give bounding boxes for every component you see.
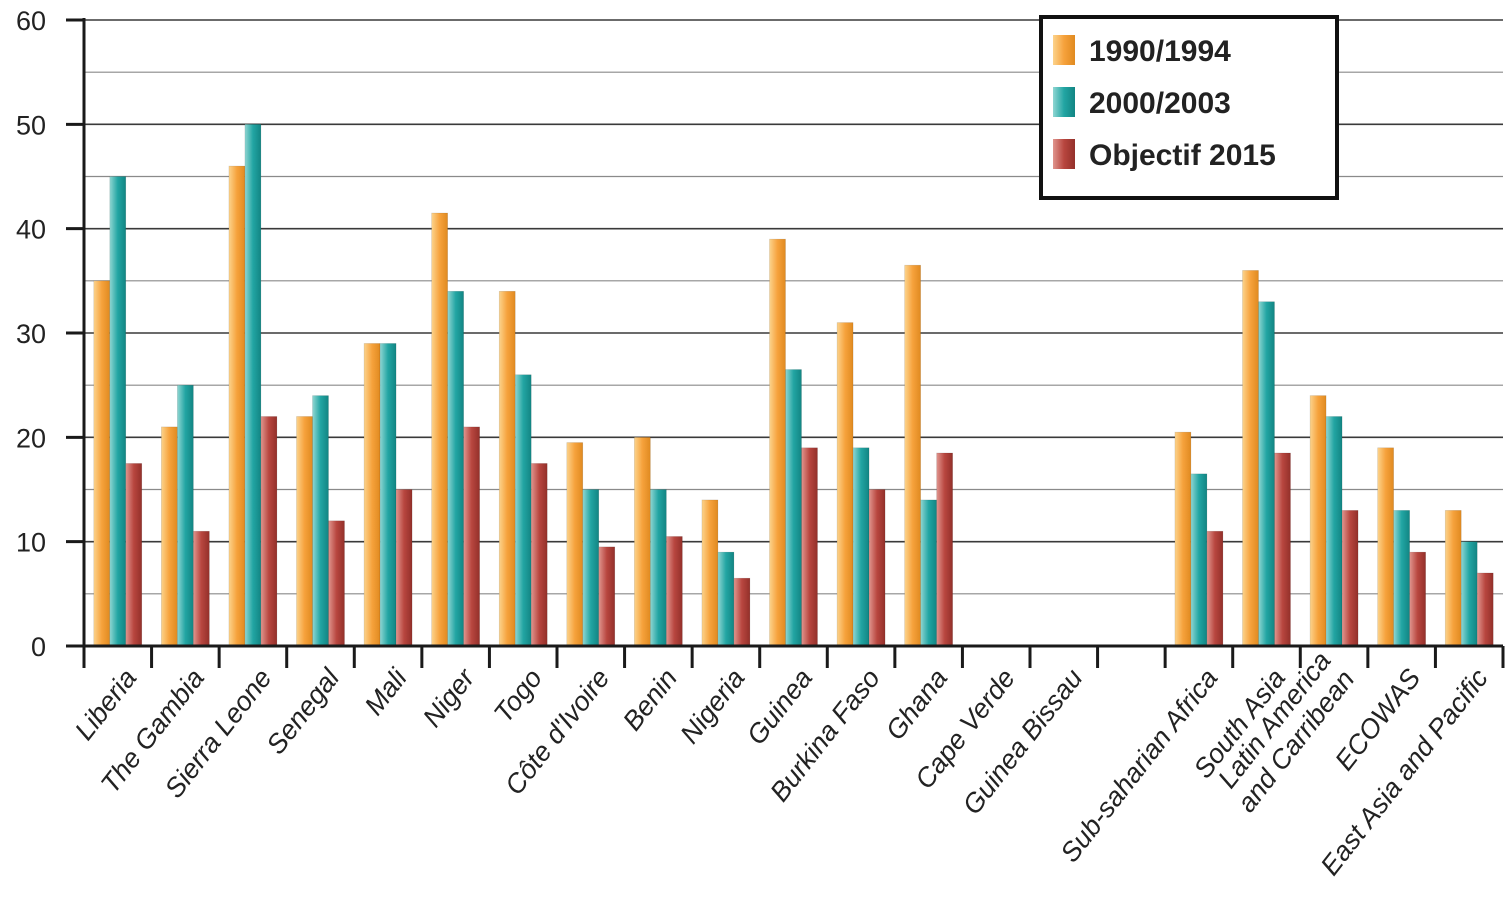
bar-2000-2003-10 xyxy=(785,369,802,647)
bar-1990-1994-4 xyxy=(363,343,381,647)
bar-objectif-2015-10 xyxy=(801,447,818,647)
x-tick-label: Niger xyxy=(417,662,481,732)
bar-1990-1994-19 xyxy=(1377,447,1394,647)
bar-2000-2003-5 xyxy=(447,290,464,647)
x-tick-label: Mali xyxy=(359,662,414,720)
y-tick-label: 20 xyxy=(16,423,46,453)
bar-objectif-2015-16 xyxy=(1206,530,1224,647)
bar-objectif-2015-12 xyxy=(936,452,953,647)
x-tick-label-line: Nigeria xyxy=(674,663,750,749)
x-tick-label-line: Senegal xyxy=(261,662,346,759)
bar-objectif-2015-6 xyxy=(530,463,548,647)
bar-1990-1994-6 xyxy=(498,290,516,647)
legend-swatch xyxy=(1053,87,1075,117)
legend-label: 2000/2003 xyxy=(1089,87,1231,120)
bar-1990-1994-11 xyxy=(836,322,854,647)
bar-2000-2003-1 xyxy=(177,384,194,647)
bar-objectif-2015-3 xyxy=(328,520,345,647)
bar-1990-1994-3 xyxy=(296,416,313,647)
bar-2000-2003-20 xyxy=(1460,541,1478,647)
x-tick-label: Benin xyxy=(617,663,683,736)
bar-objectif-2015-19 xyxy=(1409,551,1426,647)
bar-1990-1994-0 xyxy=(93,280,111,647)
x-tick-label-line: Togo xyxy=(488,663,548,728)
x-tick-label: Guinea Bissau xyxy=(957,663,1089,820)
y-tick-label: 50 xyxy=(16,110,46,140)
legend: 1990/1994 2000/2003 Objectif 2015 xyxy=(1039,15,1339,200)
bar-2000-2003-6 xyxy=(514,374,532,647)
x-tick-label-line: Mali xyxy=(359,662,414,720)
bar-2000-2003-18 xyxy=(1325,416,1343,647)
legend-swatch xyxy=(1053,139,1075,169)
bar-objectif-2015-0 xyxy=(125,463,143,647)
bar-objectif-2015-9 xyxy=(733,577,751,647)
bar-1990-1994-12 xyxy=(904,264,921,647)
y-tick-label: 60 xyxy=(16,6,46,36)
bar-objectif-2015-17 xyxy=(1274,452,1291,647)
legend-label: 1990/1994 xyxy=(1089,35,1231,68)
bar-2000-2003-11 xyxy=(852,447,870,647)
bar-1990-1994-1 xyxy=(161,426,178,647)
bar-objectif-2015-8 xyxy=(666,536,683,647)
x-tick-label-line: Niger xyxy=(417,662,481,732)
bar-objectif-2015-7 xyxy=(598,546,616,647)
bar-2000-2003-3 xyxy=(312,395,329,647)
y-tick-label: 10 xyxy=(16,528,46,558)
bar-1990-1994-17 xyxy=(1242,270,1259,647)
bar-objectif-2015-20 xyxy=(1476,572,1494,647)
y-tick-label: 30 xyxy=(16,319,46,349)
bar-1990-1994-9 xyxy=(701,499,719,647)
legend-swatch xyxy=(1053,35,1075,65)
bar-objectif-2015-2 xyxy=(260,416,278,647)
x-tick-label-line: Guinea Bissau xyxy=(957,663,1089,820)
legend-label: Objectif 2015 xyxy=(1089,139,1276,172)
axes xyxy=(66,18,1505,668)
bar-objectif-2015-1 xyxy=(193,530,210,647)
y-tick-label: 0 xyxy=(31,632,46,662)
y-tick-labels: 0 10 20 30 40 50 60 xyxy=(16,6,46,662)
bar-objectif-2015-4 xyxy=(395,489,413,647)
bar-2000-2003-16 xyxy=(1190,473,1208,647)
bar-2000-2003-7 xyxy=(582,489,600,647)
bar-1990-1994-10 xyxy=(769,238,786,647)
y-tick-label: 40 xyxy=(16,215,46,245)
bar-1990-1994-8 xyxy=(634,437,651,647)
bar-2000-2003-0 xyxy=(109,176,127,647)
legend-box xyxy=(1039,15,1339,200)
bar-1990-1994-18 xyxy=(1309,395,1327,647)
bar-1990-1994-16 xyxy=(1174,431,1192,647)
x-tick-label-line: Benin xyxy=(617,663,683,736)
bar-1990-1994-20 xyxy=(1444,510,1462,647)
bar-2000-2003-17 xyxy=(1258,301,1275,647)
bar-2000-2003-12 xyxy=(920,499,937,647)
bar-objectif-2015-18 xyxy=(1341,510,1359,647)
bar-2000-2003-19 xyxy=(1393,510,1410,647)
x-tick-label: Senegal xyxy=(261,662,346,759)
bar-2000-2003-4 xyxy=(379,343,397,647)
bar-2000-2003-2 xyxy=(244,124,262,647)
x-tick-label: Nigeria xyxy=(674,663,750,749)
bar-1990-1994-2 xyxy=(228,165,246,647)
bar-1990-1994-7 xyxy=(566,442,584,647)
bar-objectif-2015-5 xyxy=(463,426,480,647)
bar-2000-2003-8 xyxy=(650,489,667,647)
bar-objectif-2015-11 xyxy=(868,489,886,647)
x-tick-label: Togo xyxy=(488,663,548,728)
bar-1990-1994-5 xyxy=(431,212,448,647)
bar-2000-2003-9 xyxy=(717,551,735,647)
